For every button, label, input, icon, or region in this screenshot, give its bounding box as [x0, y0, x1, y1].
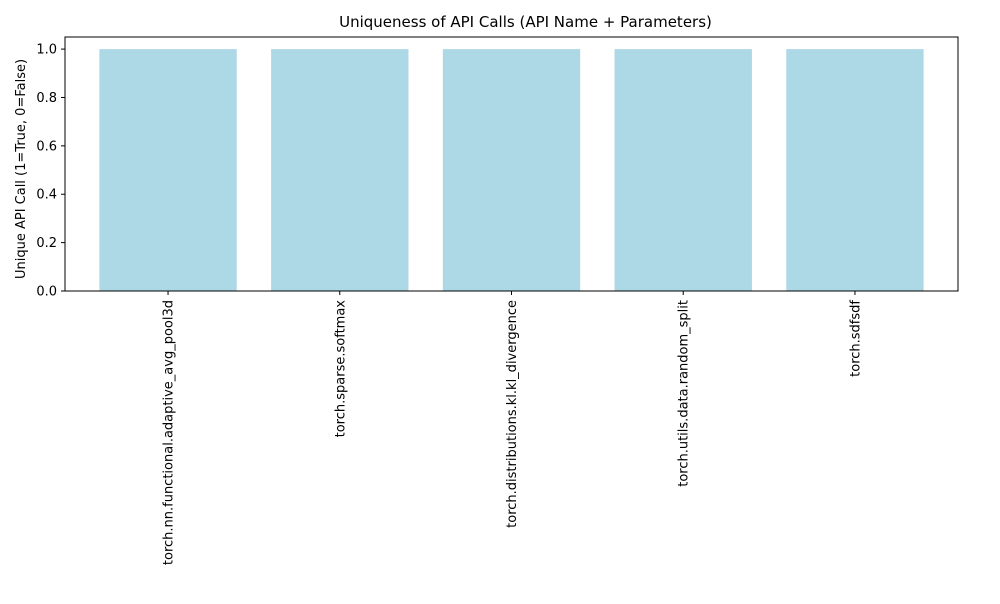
y-axis-ticks: 0.0 0.2 0.4 0.6 0.8 1.0	[36, 43, 65, 300]
bar-0	[99, 49, 237, 291]
y-tick-label: 0.2	[36, 236, 57, 251]
bar-1	[271, 49, 409, 291]
chart-title: Uniqueness of API Calls (API Name + Para…	[339, 13, 712, 31]
bar-3	[614, 49, 752, 291]
bar-4	[786, 49, 924, 291]
x-tick-label: torch.nn.functional.adaptive_avg_pool3d	[162, 300, 177, 565]
y-tick-label: 0.8	[36, 91, 57, 106]
x-tick-label: torch.sparse.softmax	[333, 300, 348, 438]
y-tick-label: 1.0	[36, 43, 57, 58]
y-tick-label: 0.4	[36, 188, 57, 203]
x-tick-label: torch.sdfsdf	[848, 300, 863, 377]
x-axis-ticks: torch.nn.functional.adaptive_avg_pool3d t…	[162, 291, 863, 565]
bars-layer	[99, 49, 924, 291]
bar-2	[442, 49, 581, 291]
y-tick-label: 0.0	[36, 285, 57, 300]
y-axis-label: Unique API Call (1=True, 0=False)	[14, 59, 29, 279]
x-tick-label: torch.distributions.kl.kl_divergence	[505, 300, 520, 528]
plot-frame	[64, 36, 959, 292]
x-tick-label: torch.utils.data.random_split	[677, 300, 692, 487]
y-tick-label: 0.6	[36, 139, 57, 154]
